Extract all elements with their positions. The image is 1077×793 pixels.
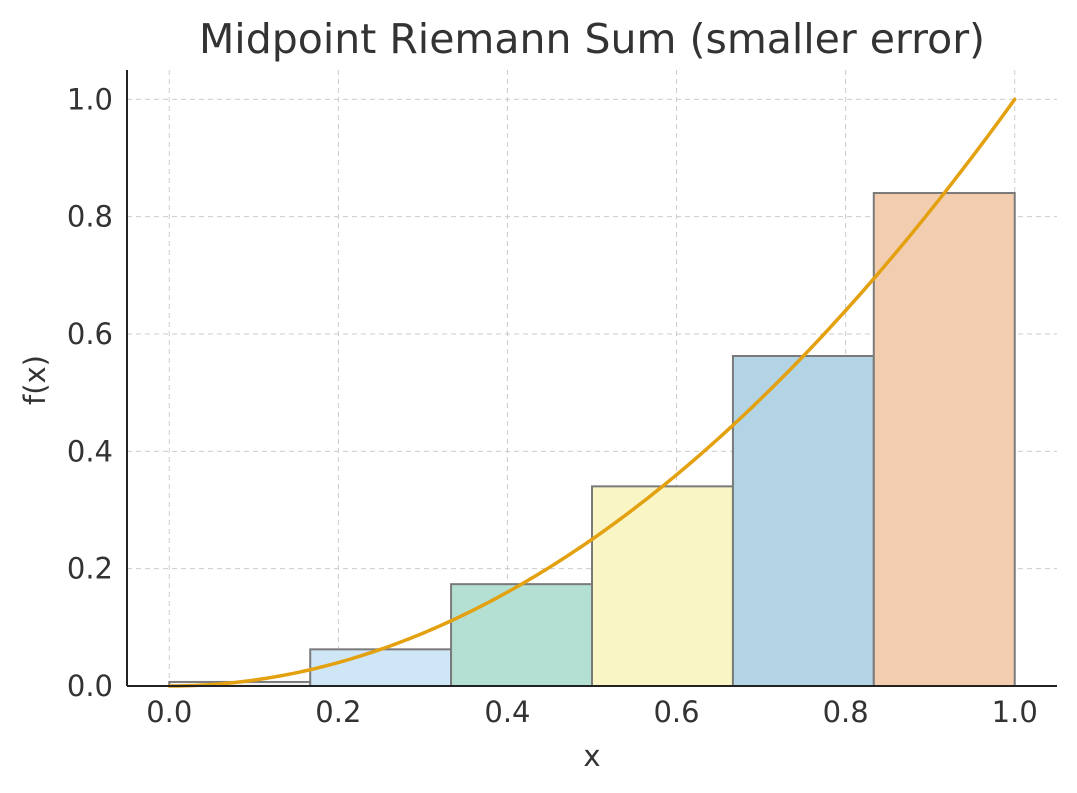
- function-curve-layer: [167, 97, 1017, 688]
- y-tick-label: 0.6: [67, 317, 113, 351]
- x-tick-label: 0.2: [315, 695, 361, 729]
- chart-title: Midpoint Riemann Sum (smaller error): [199, 15, 985, 63]
- riemann-bar-3: [450, 583, 593, 687]
- y-ticks: 0.0 0.2 0.4 0.6 0.8 1.0: [67, 82, 113, 703]
- y-tick-label: 0.8: [67, 200, 113, 234]
- x-tick-label: 0.6: [653, 695, 699, 729]
- x-tick-label: 0.8: [823, 695, 869, 729]
- axes: [126, 70, 1057, 687]
- riemann-bar-4: [591, 485, 734, 687]
- riemann-bars: [168, 192, 1016, 688]
- y-tick-label: 1.0: [67, 82, 113, 116]
- x-tick-label: 1.0: [992, 695, 1038, 729]
- x-axis-label: x: [583, 739, 600, 773]
- x-ticks: 0.0 0.2 0.4 0.6 0.8 1.0: [146, 695, 1038, 729]
- y-tick-label: 0.2: [67, 552, 113, 586]
- riemann-bar-5: [731, 355, 875, 687]
- x-tick-label: 0.0: [146, 695, 192, 729]
- riemann-bar-2: [309, 648, 453, 687]
- y-tick-label: 0.0: [67, 669, 113, 703]
- y-tick-label: 0.4: [67, 434, 113, 468]
- riemann-bar-6: [872, 192, 1016, 688]
- y-axis-label: f(x): [18, 355, 52, 405]
- x-tick-label: 0.4: [484, 695, 530, 729]
- function-curve: [167, 97, 1017, 688]
